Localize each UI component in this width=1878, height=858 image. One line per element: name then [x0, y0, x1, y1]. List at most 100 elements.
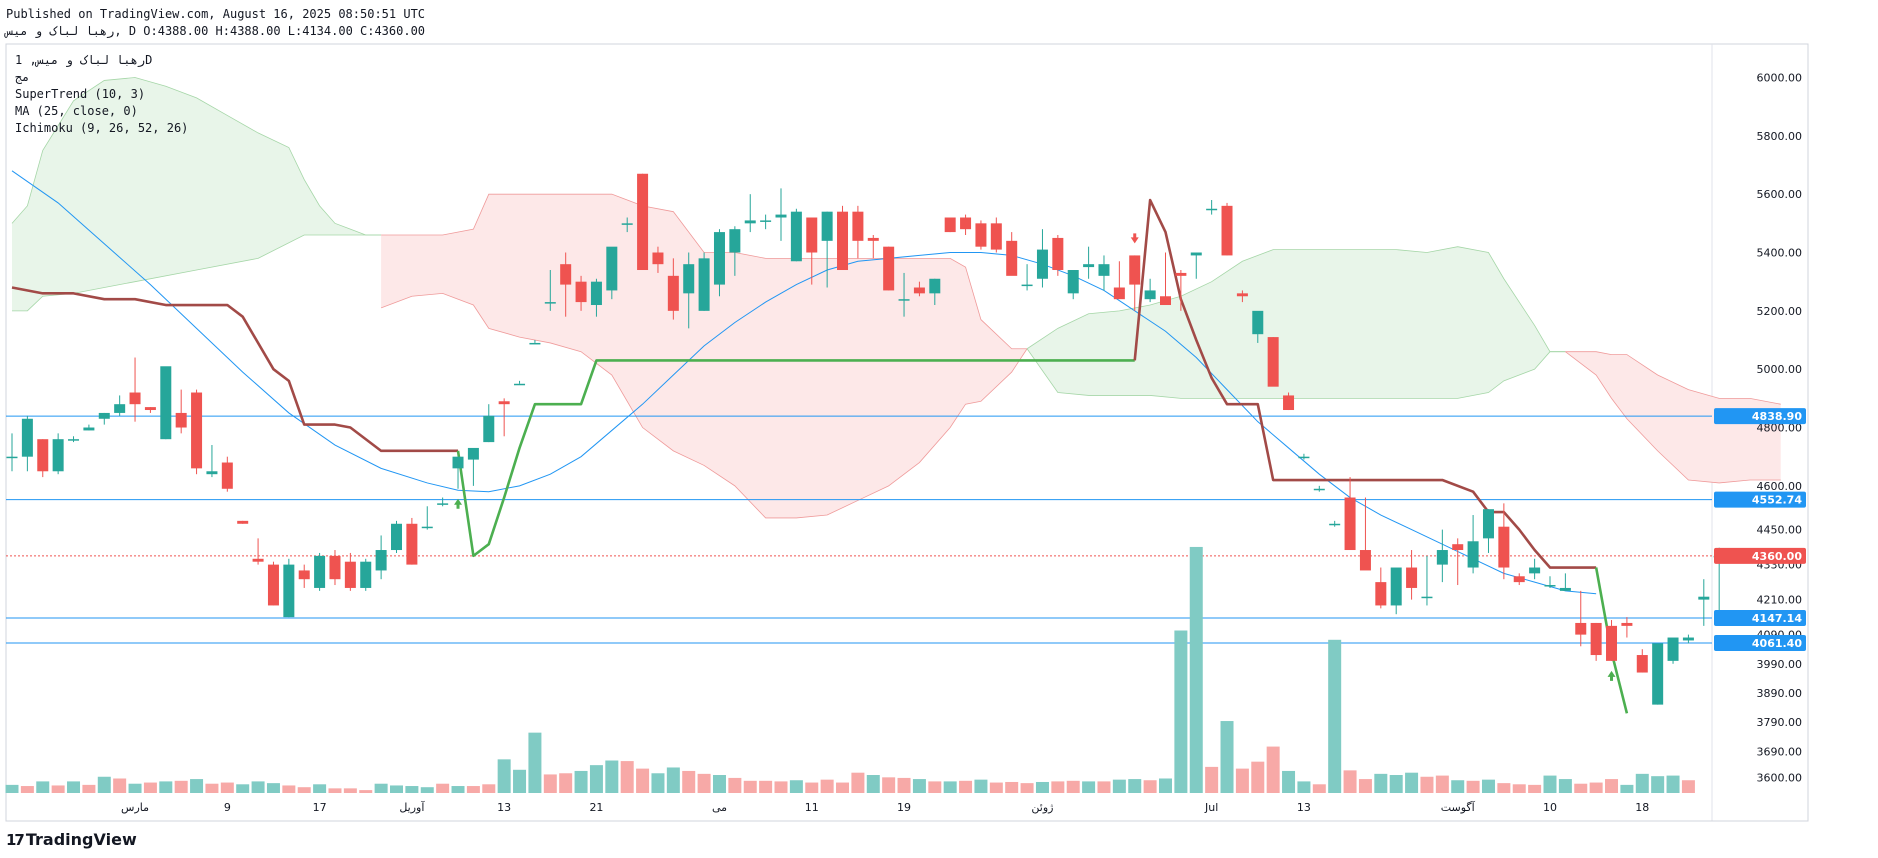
candle: [1344, 477, 1356, 551]
time-tick-label: آوریل: [399, 800, 425, 814]
volume-bar: [143, 782, 157, 793]
ichimoku-cloud-red-1-edge-bottom: [380, 292, 1028, 519]
candle: [1006, 232, 1018, 276]
candle: [821, 211, 833, 288]
volume-bar: [343, 788, 357, 793]
candle-body: [483, 415, 495, 443]
last-price-tag: 4360.00: [1714, 547, 1806, 564]
volume-bar: [220, 782, 234, 793]
tradingview-brand[interactable]: 17 TradingView: [6, 830, 137, 849]
price-tick-label: 4210.00: [1757, 594, 1803, 607]
candle: [1283, 392, 1295, 411]
candle: [1590, 622, 1602, 661]
volume-bar: [405, 786, 419, 793]
price-tick-label: 5400.00: [1757, 247, 1803, 260]
candle-body: [191, 392, 203, 469]
candle: [1544, 576, 1556, 588]
candle-body: [1329, 523, 1341, 526]
candle-body: [683, 264, 695, 294]
candle: [1252, 310, 1264, 343]
volume-bar: [82, 784, 96, 793]
price-tick-label: 3790.00: [1757, 716, 1803, 729]
price-tag-1-text: 4552.74: [1752, 494, 1802, 507]
candle-body: [314, 555, 326, 588]
candle-body: [1190, 252, 1202, 256]
candle: [21, 415, 33, 472]
candle-body: [1621, 622, 1633, 626]
candle: [1667, 637, 1679, 664]
ichimoku-cloud-red-2-edge-bottom: [1565, 351, 1781, 484]
candle: [775, 188, 787, 241]
candle-body: [1175, 272, 1187, 276]
volume-bar: [974, 779, 988, 793]
volume-bar: [882, 777, 896, 793]
candle-body: [1298, 456, 1310, 459]
volume-bar: [743, 780, 757, 793]
legend-supertrend[interactable]: SuperTrend (10, 3): [15, 87, 146, 101]
candle: [1436, 529, 1448, 583]
candle-body: [1067, 270, 1079, 294]
candle: [329, 550, 341, 586]
volume-bar: [574, 770, 588, 793]
candle: [1313, 485, 1325, 492]
last-price-tag-box: [1714, 547, 1806, 564]
candle-body: [237, 520, 249, 524]
candle: [252, 538, 264, 565]
candle: [1329, 520, 1341, 527]
candle: [1175, 270, 1187, 311]
candle: [267, 561, 279, 606]
volume-bar: [5, 784, 19, 793]
volume-bar: [1159, 778, 1172, 793]
volume-bar: [1112, 779, 1126, 793]
buy-arrow-icon: [1607, 670, 1616, 681]
volume-bar: [820, 779, 834, 793]
candle: [713, 229, 725, 297]
volume-bar: [1389, 775, 1403, 793]
volume-bar: [759, 780, 773, 793]
volume-bar: [697, 773, 711, 793]
candle-body: [1098, 264, 1110, 276]
volume-bar: [266, 783, 280, 793]
candle: [1406, 550, 1418, 600]
legend-symbol[interactable]: رهبا لباک و میس, 1D: [15, 53, 153, 67]
volume-bar: [1051, 781, 1065, 793]
candle-body: [1206, 208, 1218, 211]
candle-body: [467, 447, 479, 460]
price-tag-3: 4061.40: [1714, 634, 1806, 651]
volume-bar: [1512, 784, 1526, 793]
price-tick-label: 3890.00: [1757, 687, 1803, 700]
price-tag-2-box: [1714, 609, 1806, 626]
volume-bar: [1435, 775, 1449, 793]
volume-bar: [1405, 772, 1419, 793]
candle: [1221, 202, 1233, 256]
tradingview-logo-icon: 17: [6, 830, 25, 849]
candle-body: [1267, 337, 1279, 387]
legend-ma[interactable]: MA (25, close, 0): [15, 104, 138, 118]
candle-body: [1283, 395, 1295, 411]
candle-body: [1036, 249, 1048, 279]
candle: [960, 214, 972, 236]
candle: [1529, 558, 1541, 580]
candle-body: [6, 456, 18, 459]
candle-body: [1667, 637, 1679, 661]
price-lines: [6, 415, 1712, 644]
candle-body: [575, 281, 587, 303]
volume-bar: [20, 786, 34, 793]
candle: [683, 252, 695, 329]
volume-bar: [1574, 783, 1588, 793]
volume-bar: [866, 775, 880, 793]
candle: [975, 220, 987, 250]
volume-bar: [1451, 780, 1465, 793]
volume-bar: [1543, 775, 1557, 793]
price-tick-label: 5600.00: [1757, 188, 1803, 201]
time-tick-label: 21: [589, 801, 603, 814]
price-tick-label: 4450.00: [1757, 524, 1803, 537]
ichimoku-cloud-green-1: [11, 77, 382, 312]
volume-bar: [97, 776, 111, 793]
ichimoku-cloud-green-1-edge-top: [11, 77, 382, 236]
candle: [1652, 643, 1664, 705]
legend-ichimoku[interactable]: Ichimoku (9, 26, 52, 26): [15, 121, 189, 135]
volume-bar: [712, 775, 726, 793]
candle-body: [1113, 287, 1125, 300]
